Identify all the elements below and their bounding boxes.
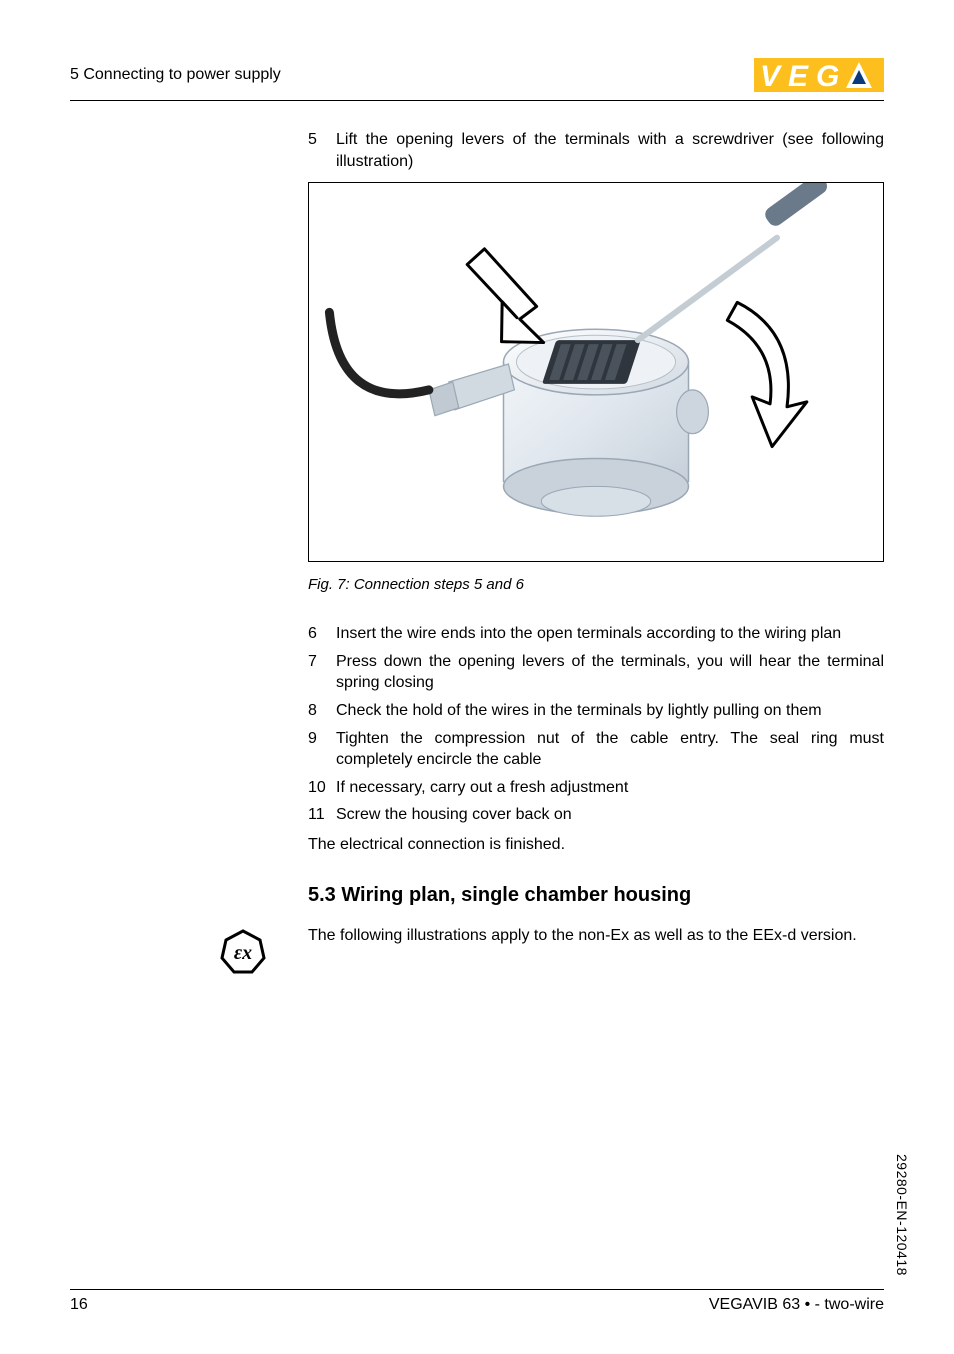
step-text: Lift the opening levers of the terminals… <box>336 129 884 172</box>
page-header: 5 Connecting to power supply V E G <box>70 58 884 92</box>
step-number: 11 <box>308 804 336 826</box>
ex-note-row: εx The following illustrations apply to … <box>70 925 884 980</box>
step-number: 6 <box>308 623 336 645</box>
step-item: 8 Check the hold of the wires in the ter… <box>308 700 884 722</box>
svg-text:V: V <box>760 60 783 92</box>
main-content: 5 Lift the opening levers of the termina… <box>308 129 884 907</box>
step-number: 10 <box>308 777 336 799</box>
step-item: 9 Tighten the compression nut of the cab… <box>308 728 884 771</box>
svg-text:G: G <box>816 60 839 92</box>
page-footer: 16 VEGAVIB 63 • - two-wire <box>70 1289 884 1314</box>
footer-page-number: 16 <box>70 1296 88 1314</box>
svg-text:E: E <box>788 60 809 92</box>
step-item: 7 Press down the opening levers of the t… <box>308 651 884 694</box>
step-text: Screw the housing cover back on <box>336 804 884 826</box>
footer-rule <box>70 1289 884 1290</box>
ex-icon: εx <box>70 925 308 980</box>
step-text: Check the hold of the wires in the termi… <box>336 700 884 722</box>
footer-doc-title: VEGAVIB 63 • - two-wire <box>709 1296 884 1314</box>
step-number: 5 <box>308 129 336 172</box>
ex-note-text: The following illustrations apply to the… <box>308 925 884 947</box>
step-number: 7 <box>308 651 336 694</box>
step-text: If necessary, carry out a fresh adjustme… <box>336 777 884 799</box>
step-text: Insert the wire ends into the open termi… <box>336 623 884 645</box>
steps-list-first: 5 Lift the opening levers of the termina… <box>308 129 884 172</box>
step-item: 5 Lift the opening levers of the termina… <box>308 129 884 172</box>
figure-caption: Fig. 7: Connection steps 5 and 6 <box>308 576 884 593</box>
closing-paragraph: The electrical connection is finished. <box>308 834 884 856</box>
step-text: Press down the opening levers of the ter… <box>336 651 884 694</box>
svg-text:εx: εx <box>234 942 252 964</box>
header-section-label: 5 Connecting to power supply <box>70 66 281 84</box>
step-item: 6 Insert the wire ends into the open ter… <box>308 623 884 645</box>
step-text: Tighten the compression nut of the cable… <box>336 728 884 771</box>
step-item: 11 Screw the housing cover back on <box>308 804 884 826</box>
connection-illustration <box>309 183 883 561</box>
steps-list-second: 6 Insert the wire ends into the open ter… <box>308 623 884 826</box>
figure-7 <box>308 182 884 562</box>
step-item: 10 If necessary, carry out a fresh adjus… <box>308 777 884 799</box>
header-rule <box>70 100 884 101</box>
vega-logo: V E G <box>754 58 884 92</box>
page: 5 Connecting to power supply V E G 5 Li <box>0 0 954 1354</box>
subsection-heading: 5.3 Wiring plan, single chamber housing <box>308 884 884 907</box>
step-number: 8 <box>308 700 336 722</box>
document-code-vertical: 29280-EN-120418 <box>894 1154 910 1276</box>
step-number: 9 <box>308 728 336 771</box>
